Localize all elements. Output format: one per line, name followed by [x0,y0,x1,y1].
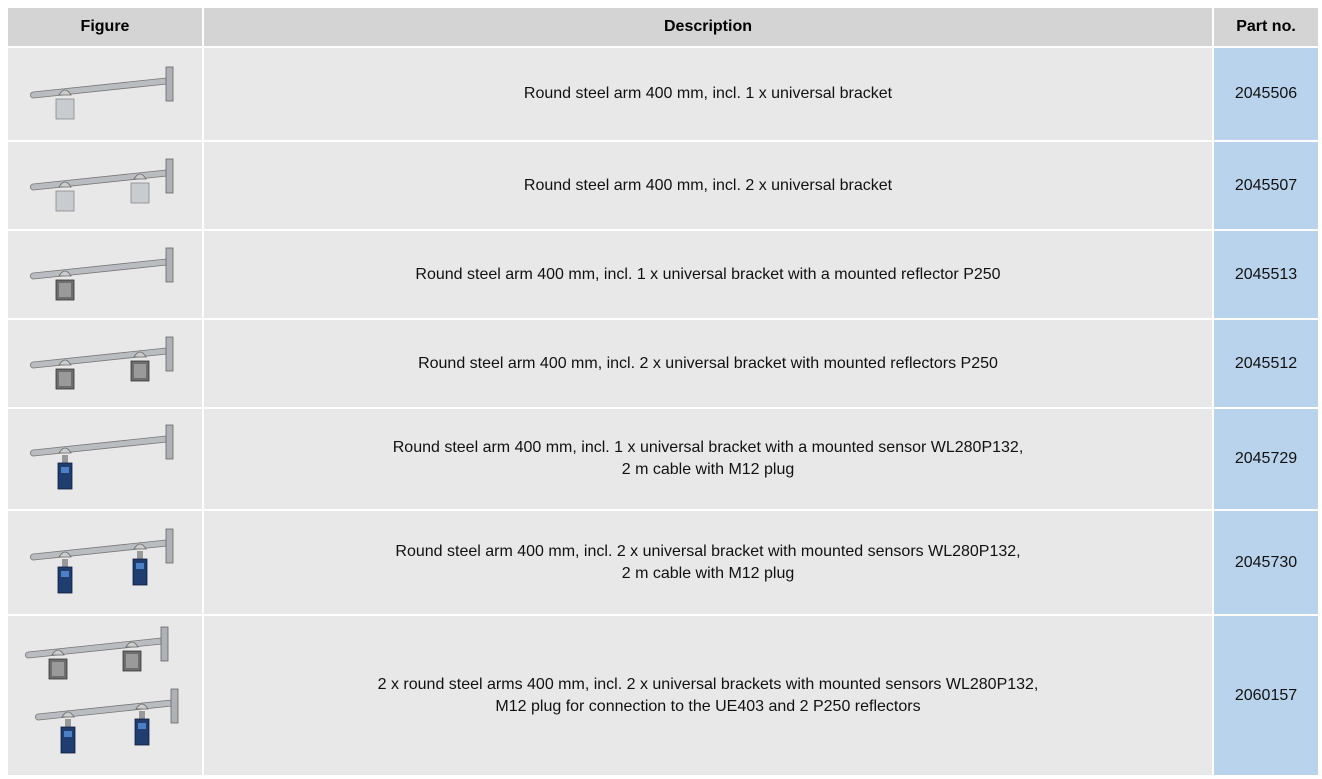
row: Round steel arm 400 mm, incl. 1 x univer… [8,48,1318,140]
text: Round steel arm 400 mm, incl. 2 x univer… [395,542,1021,560]
row: Round steel arm 400 mm, incl. 2 x univer… [8,511,1318,614]
figure [8,511,202,614]
figure [8,142,202,229]
text: Round steel arm 400 mm, incl. 1 x univer… [415,265,1001,283]
text: Round steel arm 400 mm, incl. 2 x univer… [418,354,998,372]
part-no: 2045729 [1214,409,1318,509]
text: Round steel arm 400 mm, incl. 2 x univer… [523,176,893,194]
text: 2 x round steel arms 400 mm, incl. 2 x u… [377,675,1039,693]
text: Round steel arm 400 mm, incl. 1 x univer… [392,439,1024,456]
text: Round steel arm 400 mm, incl. 1 x univer… [523,85,893,102]
description: Round steel arm 400 mm, incl. 2 x univer… [204,142,1212,229]
arm-image [29,424,174,490]
figure [8,231,202,318]
header-cell: Part no. [1214,8,1318,46]
header-cell: Description [204,8,1212,46]
part-no: 2045513 [1214,231,1318,318]
figure [8,616,202,775]
part-no: 2045512 [1214,320,1318,407]
part-no: 2045506 [1214,48,1318,140]
figure [8,48,202,140]
arm-image [29,247,174,300]
row: 2 x round steel arms 400 mm, incl. 2 x u… [8,616,1318,775]
figure [8,409,202,509]
part-no: 2045507 [1214,142,1318,229]
figure [8,320,202,407]
row: Round steel arm 400 mm, incl. 2 x univer… [8,142,1318,229]
text: M12 plug for connection to the UE403 and… [495,697,921,715]
arm-image [24,626,179,753]
row: Round steel arm 400 mm, incl. 1 x univer… [8,409,1318,509]
description: Round steel arm 400 mm, incl. 1 x univer… [204,409,1212,509]
arm-image [29,528,174,593]
description: Round steel arm 400 mm, incl. 2 x univer… [204,320,1212,407]
parts-table: Figure Description Part no. Round steel … [6,6,1320,777]
text: 2 m cable with M12 plug [621,461,795,478]
description: Round steel arm 400 mm, incl. 2 x univer… [204,511,1212,614]
description: Round steel arm 400 mm, incl. 1 x univer… [204,231,1212,318]
part-no: 2060157 [1214,616,1318,775]
description: Round steel arm 400 mm, incl. 1 x univer… [204,48,1212,140]
header-cell: Figure [8,8,202,46]
arm-image [29,336,174,389]
arm-image [29,158,174,211]
part-no: 2045730 [1214,511,1318,614]
description: 2 x round steel arms 400 mm, incl. 2 x u… [204,616,1212,775]
row: Round steel arm 400 mm, incl. 2 x univer… [8,320,1318,407]
arm-image [29,66,174,120]
row: Round steel arm 400 mm, incl. 1 x univer… [8,231,1318,318]
header-row: Figure Description Part no. [8,8,1318,46]
text: 2 m cable with M12 plug [621,564,795,582]
